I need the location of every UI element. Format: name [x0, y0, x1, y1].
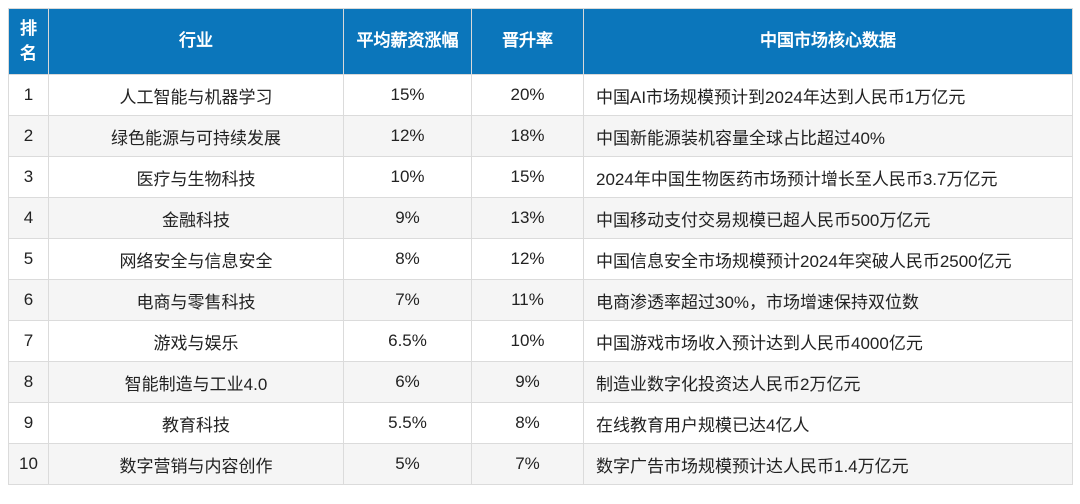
cell-salary: 12% — [343, 115, 472, 157]
cell-industry: 智能制造与工业4.0 — [48, 361, 344, 403]
column-header-salary: 平均薪资涨幅 — [343, 8, 472, 75]
table-row: 1 人工智能与机器学习 15% 20% 中国AI市场规模预计到2024年达到人民币1万亿… — [8, 74, 1073, 116]
cell-rank: 3 — [8, 156, 49, 198]
cell-promotion: 13% — [471, 197, 584, 239]
cell-rank: 6 — [8, 279, 49, 321]
cell-market: 中国AI市场规模预计到2024年达到人民币1万亿元 — [583, 74, 1073, 116]
cell-salary: 6% — [343, 361, 472, 403]
cell-promotion: 9% — [471, 361, 584, 403]
cell-industry: 医疗与生物科技 — [48, 156, 344, 198]
table-header: 排名 行业 平均薪资涨幅 晋升率 中国市场核心数据 — [8, 8, 1073, 75]
cell-promotion: 11% — [471, 279, 584, 321]
cell-industry: 人工智能与机器学习 — [48, 74, 344, 116]
cell-salary: 5.5% — [343, 402, 472, 444]
table-row: 4 金融科技 9% 13% 中国移动支付交易规模已超人民币500万亿元 — [8, 197, 1073, 239]
cell-salary: 8% — [343, 238, 472, 280]
cell-market: 制造业数字化投资达人民币2万亿元 — [583, 361, 1073, 403]
cell-promotion: 12% — [471, 238, 584, 280]
cell-market: 在线教育用户规模已达4亿人 — [583, 402, 1073, 444]
cell-salary: 6.5% — [343, 320, 472, 362]
header-row: 排名 行业 平均薪资涨幅 晋升率 中国市场核心数据 — [8, 8, 1073, 75]
cell-promotion: 15% — [471, 156, 584, 198]
table-row: 7 游戏与娱乐 6.5% 10% 中国游戏市场收入预计达到人民币4000亿元 — [8, 320, 1073, 362]
column-header-rank: 排名 — [8, 8, 49, 75]
cell-salary: 9% — [343, 197, 472, 239]
cell-salary: 10% — [343, 156, 472, 198]
cell-industry: 游戏与娱乐 — [48, 320, 344, 362]
cell-market: 数字广告市场规模预计达人民币1.4万亿元 — [583, 443, 1073, 485]
cell-market: 中国移动支付交易规模已超人民币500万亿元 — [583, 197, 1073, 239]
cell-rank: 2 — [8, 115, 49, 157]
column-header-industry: 行业 — [48, 8, 344, 75]
cell-rank: 5 — [8, 238, 49, 280]
cell-salary: 15% — [343, 74, 472, 116]
cell-promotion: 8% — [471, 402, 584, 444]
cell-industry: 教育科技 — [48, 402, 344, 444]
cell-market: 中国游戏市场收入预计达到人民币4000亿元 — [583, 320, 1073, 362]
cell-rank: 7 — [8, 320, 49, 362]
cell-rank: 9 — [8, 402, 49, 444]
table-row: 10 数字营销与内容创作 5% 7% 数字广告市场规模预计达人民币1.4万亿元 — [8, 443, 1073, 485]
cell-market: 2024年中国生物医药市场预计增长至人民币3.7万亿元 — [583, 156, 1073, 198]
cell-salary: 7% — [343, 279, 472, 321]
cell-rank: 8 — [8, 361, 49, 403]
cell-industry: 电商与零售科技 — [48, 279, 344, 321]
cell-salary: 5% — [343, 443, 472, 485]
cell-promotion: 20% — [471, 74, 584, 116]
cell-promotion: 18% — [471, 115, 584, 157]
table-body: 1 人工智能与机器学习 15% 20% 中国AI市场规模预计到2024年达到人民币1万亿… — [8, 74, 1073, 485]
table-row: 3 医疗与生物科技 10% 15% 2024年中国生物医药市场预计增长至人民币3.7万亿… — [8, 156, 1073, 198]
cell-rank: 4 — [8, 197, 49, 239]
cell-rank: 10 — [8, 443, 49, 485]
cell-industry: 金融科技 — [48, 197, 344, 239]
table-row: 2 绿色能源与可持续发展 12% 18% 中国新能源装机容量全球占比超过40% — [8, 115, 1073, 157]
cell-market: 中国新能源装机容量全球占比超过40% — [583, 115, 1073, 157]
cell-industry: 绿色能源与可持续发展 — [48, 115, 344, 157]
column-header-market: 中国市场核心数据 — [583, 8, 1073, 75]
table-row: 8 智能制造与工业4.0 6% 9% 制造业数字化投资达人民币2万亿元 — [8, 361, 1073, 403]
table-row: 9 教育科技 5.5% 8% 在线教育用户规模已达4亿人 — [8, 402, 1073, 444]
table-row: 5 网络安全与信息安全 8% 12% 中国信息安全市场规模预计2024年突破人民币250… — [8, 238, 1073, 280]
cell-industry: 网络安全与信息安全 — [48, 238, 344, 280]
table-row: 6 电商与零售科技 7% 11% 电商渗透率超过30%，市场增速保持双位数 — [8, 279, 1073, 321]
industry-ranking-table: 排名 行业 平均薪资涨幅 晋升率 中国市场核心数据 1 人工智能与机器学习 15% 2… — [8, 8, 1073, 485]
cell-rank: 1 — [8, 74, 49, 116]
cell-market: 中国信息安全市场规模预计2024年突破人民币2500亿元 — [583, 238, 1073, 280]
cell-promotion: 10% — [471, 320, 584, 362]
cell-industry: 数字营销与内容创作 — [48, 443, 344, 485]
cell-market: 电商渗透率超过30%，市场增速保持双位数 — [583, 279, 1073, 321]
cell-promotion: 7% — [471, 443, 584, 485]
column-header-promotion: 晋升率 — [471, 8, 584, 75]
